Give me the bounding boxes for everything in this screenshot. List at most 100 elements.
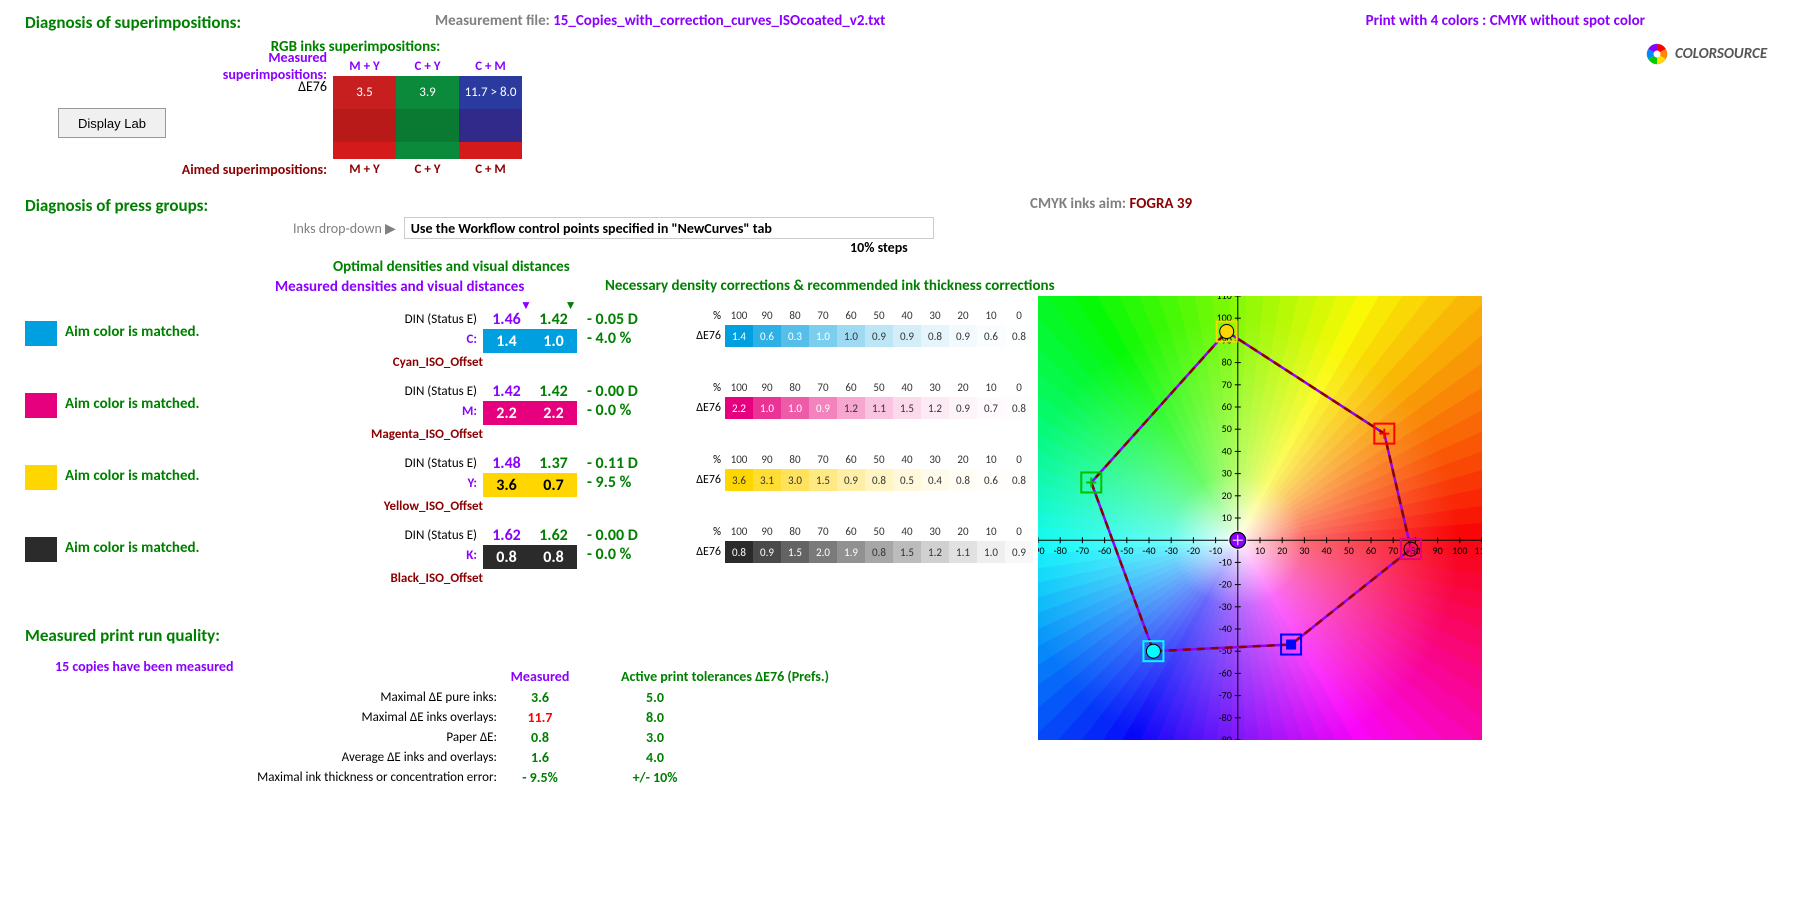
ink-short: M: <box>365 404 483 419</box>
svg-text:50: 50 <box>1344 544 1354 557</box>
aimed-col-2: C + M <box>459 162 522 177</box>
de76-cell: 0.8 <box>1005 397 1033 419</box>
quality-row-tolerance: 5.0 <box>575 689 735 706</box>
din-optimal: 1.37 <box>530 454 577 473</box>
svg-text:80: 80 <box>1222 356 1232 369</box>
de76-cell: 2.0 <box>809 541 837 563</box>
pct-header: 50 <box>865 453 893 469</box>
ink-name: Black_ISO_Offset <box>365 571 483 586</box>
din-optimal: 1.62 <box>530 526 577 545</box>
pct-header: 60 <box>837 309 865 325</box>
de76-cell: 1.9 <box>837 541 865 563</box>
inks-dropdown[interactable]: Use the Workflow control points specifie… <box>404 217 934 239</box>
pct-header: 100 <box>725 309 753 325</box>
quality-row-measured: 11.7 <box>505 709 575 726</box>
quality-row: Paper ΔE: 0.8 3.0 <box>220 727 875 747</box>
svg-text:30: 30 <box>1299 544 1309 557</box>
de76-cell: 0.9 <box>837 469 865 491</box>
pct-header: 30 <box>921 381 949 397</box>
svg-text:-40: -40 <box>1219 622 1232 635</box>
din-label: DIN (Status E) <box>365 528 483 543</box>
de76-cell: 0.6 <box>977 325 1005 347</box>
svg-text:60: 60 <box>1222 400 1232 413</box>
pct-header: 90 <box>753 309 781 325</box>
de76-cell: 0.6 <box>753 325 781 347</box>
svg-text:-30: -30 <box>1219 600 1232 613</box>
aimed-col-0: M + Y <box>333 162 396 177</box>
pct-header: 20 <box>949 525 977 541</box>
meas-swatch-1: 3.9 <box>396 76 459 109</box>
super-col-0: M + Y <box>333 59 396 74</box>
pct-header: 70 <box>809 525 837 541</box>
pct-header: 0 <box>1005 309 1033 325</box>
pct-header: 90 <box>753 453 781 469</box>
de76-cell: 1.0 <box>753 397 781 419</box>
pct-header: 70 <box>809 453 837 469</box>
pct-header: 80 <box>781 453 809 469</box>
de76-label: ΔE76 <box>173 78 333 95</box>
quality-title: Measured print run quality: <box>25 625 233 646</box>
din-correction: - 0.05 D <box>577 310 649 329</box>
de76-cell: 1.0 <box>809 325 837 347</box>
pct-header: 60 <box>837 525 865 541</box>
de76-cell: 0.8 <box>865 541 893 563</box>
quality-row-measured: 1.6 <box>505 749 575 766</box>
din-label: DIN (Status E) <box>365 312 483 327</box>
mid-swatch-0 <box>333 109 396 142</box>
de76-cell: 1.2 <box>921 397 949 419</box>
quality-row-label: Average ΔE inks and overlays: <box>220 750 505 765</box>
pct-header: 50 <box>865 381 893 397</box>
de76-cell: 0.3 <box>781 325 809 347</box>
pct-header: 100 <box>725 381 753 397</box>
de76-cell: 0.9 <box>1005 541 1033 563</box>
de76-cell: 0.5 <box>893 469 921 491</box>
copies-measured: 15 copies have been measured <box>55 658 233 675</box>
ink-swatch-magenta <box>25 393 57 418</box>
de76-cell: 1.2 <box>921 541 949 563</box>
din-optimal: 1.42 <box>530 382 577 401</box>
mid-swatch-2 <box>459 109 522 142</box>
diagnosis-press-title: Diagnosis of press groups: <box>25 195 1795 216</box>
din-label: DIN (Status E) <box>365 384 483 399</box>
svg-text:-20: -20 <box>1219 578 1232 591</box>
pct-header: 90 <box>753 525 781 541</box>
aim-matched-label: Aim color is matched. <box>65 395 200 413</box>
svg-text:100: 100 <box>1452 544 1467 557</box>
svg-text:10: 10 <box>1222 511 1232 524</box>
quality-row-tolerance: 8.0 <box>575 709 735 726</box>
pct-header: 40 <box>893 381 921 397</box>
aim-matched-label: Aim color is matched. <box>65 539 200 557</box>
pct-symbol: % <box>693 525 725 541</box>
pct-header: 40 <box>893 525 921 541</box>
svg-text:40: 40 <box>1322 544 1332 557</box>
display-lab-button[interactable]: Display Lab <box>58 108 166 138</box>
de76-label: ΔE76 <box>693 329 725 343</box>
din-measured: 1.48 <box>483 454 530 473</box>
de76-cell: 0.8 <box>1005 469 1033 491</box>
pct-header: 80 <box>781 525 809 541</box>
meas-swatch-2: 11.7 > 8.0 <box>459 76 522 109</box>
quality-row: Average ΔE inks and overlays: 1.6 4.0 <box>220 747 875 767</box>
quality-row-label: Maximal ink thickness or concentration e… <box>220 770 505 785</box>
pct-header: 30 <box>921 453 949 469</box>
pct-header: 20 <box>949 381 977 397</box>
quality-row-measured: 3.6 <box>505 689 575 706</box>
pct-header: 100 <box>725 525 753 541</box>
din-label: DIN (Status E) <box>365 456 483 471</box>
measurement-file-name: 15_Copies_with_correction_curves_ISOcoat… <box>553 12 885 30</box>
pct-header: 0 <box>1005 525 1033 541</box>
quality-row-tolerance: 4.0 <box>575 749 735 766</box>
pct-header: 10 <box>977 453 1005 469</box>
quality-row-tolerance: +/- 10% <box>575 769 735 786</box>
din-optimal: 1.42 <box>530 310 577 329</box>
svg-text:30: 30 <box>1222 467 1232 480</box>
de76-cell: 0.9 <box>949 325 977 347</box>
pct-header: 0 <box>1005 381 1033 397</box>
din-correction: - 0.00 D <box>577 526 649 545</box>
de76-cell: 1.2 <box>837 397 865 419</box>
quality-row-measured: - 9.5% <box>505 769 575 786</box>
rgb-superimpositions-block: RGB inks superimpositions: Measured supe… <box>173 38 538 179</box>
aimed-col-1: C + Y <box>396 162 459 177</box>
de76-cell: 0.8 <box>865 469 893 491</box>
svg-text:70: 70 <box>1222 378 1232 391</box>
